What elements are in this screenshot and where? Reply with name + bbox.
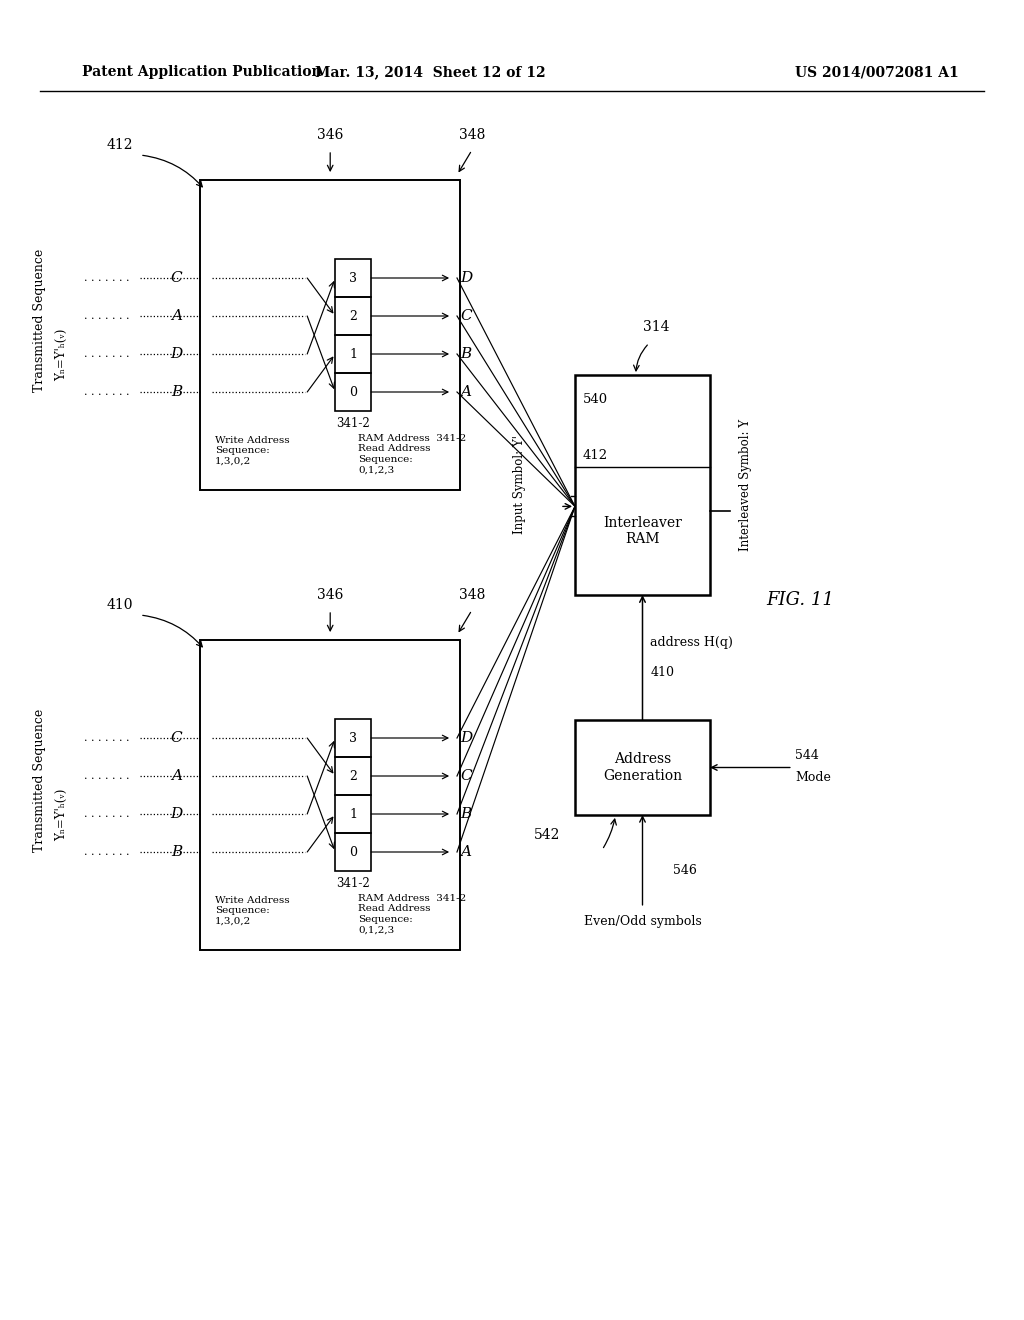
Bar [335, 795, 372, 833]
Text: 314: 314 [643, 319, 670, 334]
Text: 3: 3 [349, 272, 357, 285]
Text: 412: 412 [106, 139, 133, 152]
Text: D: D [460, 731, 472, 744]
Text: Yₙ=Y'ₕ(ᵥ): Yₙ=Y'ₕ(ᵥ) [55, 789, 69, 841]
Text: Transmitted Sequence: Transmitted Sequence [34, 709, 46, 851]
Text: 2: 2 [349, 309, 357, 322]
Text: Interleaved Symbol: Y: Interleaved Symbol: Y [738, 418, 752, 550]
Text: . . . . . . .: . . . . . . . [85, 809, 130, 818]
Text: 546: 546 [673, 863, 696, 876]
Bar [575, 375, 710, 595]
Text: C: C [460, 770, 472, 783]
Text: . . . . . . .: . . . . . . . [85, 847, 130, 857]
Text: 346: 346 [317, 587, 343, 602]
Text: A: A [171, 309, 182, 323]
Text: 412: 412 [583, 449, 608, 462]
Text: US 2014/0072081 A1: US 2014/0072081 A1 [795, 65, 958, 79]
Text: C: C [170, 271, 182, 285]
Text: C: C [170, 731, 182, 744]
Text: C: C [460, 309, 472, 323]
Text: 542: 542 [534, 828, 560, 842]
Text: 346: 346 [317, 128, 343, 143]
Text: Address
Generation: Address Generation [603, 752, 682, 783]
Text: Yₙ=Y'ₕ(ᵥ): Yₙ=Y'ₕ(ᵥ) [55, 329, 69, 381]
Text: 341-2: 341-2 [336, 876, 370, 890]
Text: RAM Address  341-2
Read Address
Sequence:
0,1,2,3: RAM Address 341-2 Read Address Sequence:… [358, 894, 467, 935]
Bar [335, 259, 372, 297]
Text: 0: 0 [349, 385, 357, 399]
Text: Mar. 13, 2014  Sheet 12 of 12: Mar. 13, 2014 Sheet 12 of 12 [314, 65, 546, 79]
Bar [335, 374, 372, 411]
Text: 540: 540 [583, 393, 608, 407]
Text: 544: 544 [795, 748, 819, 762]
Text: A: A [460, 845, 471, 859]
Text: . . . . . . .: . . . . . . . [85, 387, 130, 397]
Text: Even/Odd symbols: Even/Odd symbols [584, 915, 701, 928]
Text: B: B [460, 347, 471, 360]
Text: address H(q): address H(q) [650, 636, 733, 649]
Text: Mode: Mode [795, 771, 830, 784]
Text: Transmitted Sequence: Transmitted Sequence [34, 248, 46, 392]
Bar [335, 756, 372, 795]
Bar [200, 180, 460, 490]
Text: 341-2: 341-2 [336, 417, 370, 430]
Text: B: B [171, 845, 182, 859]
Text: B: B [460, 807, 471, 821]
Text: 1: 1 [349, 808, 357, 821]
Text: . . . . . . .: . . . . . . . [85, 733, 130, 743]
Text: 410: 410 [650, 667, 675, 678]
Text: D: D [170, 807, 182, 821]
Text: 410: 410 [106, 598, 133, 612]
Text: 348: 348 [459, 128, 485, 143]
Text: 1: 1 [349, 347, 357, 360]
Text: Interleaver
RAM: Interleaver RAM [603, 516, 682, 546]
Text: 348: 348 [459, 587, 485, 602]
Bar [335, 297, 372, 335]
Text: . . . . . . .: . . . . . . . [85, 312, 130, 321]
Bar [575, 719, 710, 814]
Text: Input Symbol: Y': Input Symbol: Y' [513, 436, 526, 535]
Text: A: A [460, 385, 471, 399]
Text: A: A [171, 770, 182, 783]
Text: . . . . . . .: . . . . . . . [85, 273, 130, 282]
Bar [200, 640, 460, 950]
Text: Write Address
Sequence:
1,3,0,2: Write Address Sequence: 1,3,0,2 [215, 436, 290, 466]
Text: RAM Address  341-2
Read Address
Sequence:
0,1,2,3: RAM Address 341-2 Read Address Sequence:… [358, 434, 467, 474]
Text: 0: 0 [349, 846, 357, 858]
Bar [335, 833, 372, 871]
Text: 2: 2 [349, 770, 357, 783]
Text: . . . . . . .: . . . . . . . [85, 348, 130, 359]
Text: D: D [460, 271, 472, 285]
Bar [335, 719, 372, 756]
Text: . . . . . . .: . . . . . . . [85, 771, 130, 781]
Text: D: D [170, 347, 182, 360]
Text: B: B [171, 385, 182, 399]
Text: Write Address
Sequence:
1,3,0,2: Write Address Sequence: 1,3,0,2 [215, 896, 290, 925]
Text: Patent Application Publication: Patent Application Publication [82, 65, 322, 79]
Text: FIG. 11: FIG. 11 [766, 591, 834, 609]
Bar [335, 335, 372, 374]
Text: 3: 3 [349, 731, 357, 744]
